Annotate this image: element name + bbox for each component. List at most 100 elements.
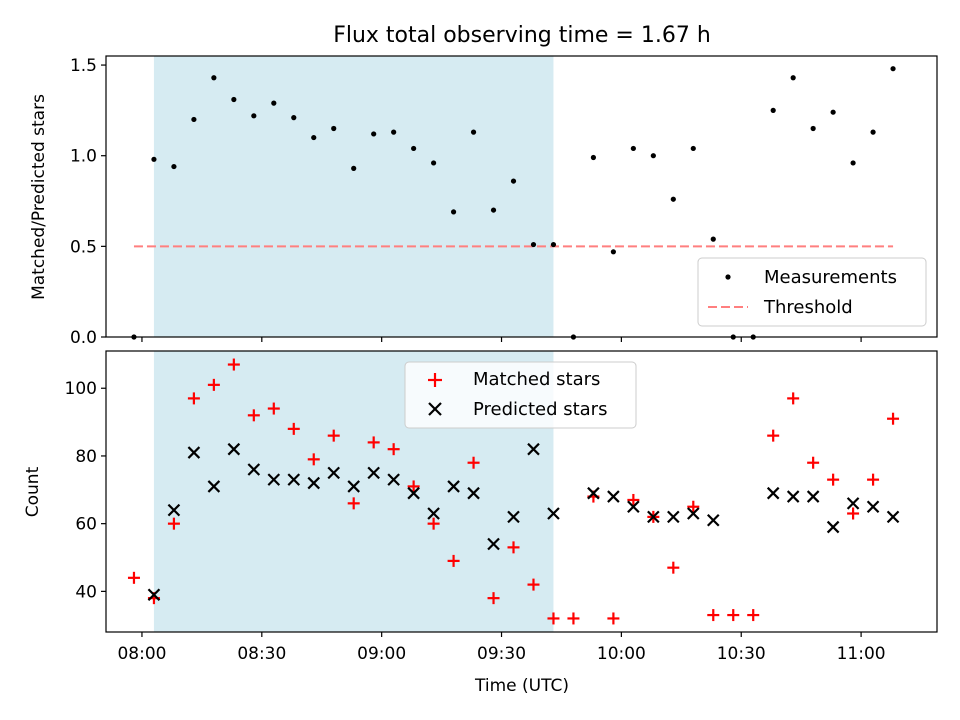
legend-predicted-label: Predicted stars (473, 399, 607, 420)
matched-point (187, 392, 200, 405)
predicted-point (587, 486, 600, 500)
legend-measurements-marker (725, 274, 731, 280)
predicted-point (427, 507, 440, 520)
measurement-point (530, 241, 537, 248)
x-tick-label: 10:30 (717, 644, 766, 664)
measurement-point (331, 125, 337, 132)
measurement-point (291, 115, 297, 121)
predicted-point (407, 486, 420, 500)
y-tick-label: 0.5 (70, 237, 97, 257)
matched-point (527, 578, 540, 591)
measurement-point (690, 145, 696, 152)
matched-point (307, 453, 320, 466)
y-tick-label: 100 (65, 379, 97, 399)
measurement-point (670, 196, 676, 202)
matched-point (727, 609, 740, 622)
predicted-point (846, 497, 860, 510)
measurement-point (351, 165, 357, 171)
predicted-point (866, 500, 880, 514)
matched-point (367, 436, 380, 449)
predicted-point (247, 463, 261, 476)
matched-point (167, 517, 180, 530)
predicted-point (826, 520, 840, 534)
predicted-point (267, 473, 281, 486)
matched-point (427, 517, 440, 530)
matched-point (567, 612, 580, 625)
predicted-point (627, 500, 640, 514)
x-axis-label: Time (UTC) (474, 676, 569, 696)
predicted-point (187, 446, 201, 459)
predicted-point (607, 490, 620, 503)
predicted-point (287, 473, 301, 486)
measurement-point (590, 154, 597, 161)
matched-point (207, 378, 220, 391)
measurement-point (191, 116, 197, 123)
predicted-point (487, 537, 500, 551)
measurement-point (710, 236, 716, 242)
predicted-point (507, 510, 520, 524)
predicted-point (307, 476, 321, 490)
matched-point (447, 554, 460, 567)
y-tick-label: 80 (75, 447, 97, 467)
matched-point (467, 456, 480, 469)
matched-point (287, 422, 300, 435)
matched-point (247, 409, 260, 422)
ratio-marks (131, 66, 896, 340)
measurement-point (211, 75, 217, 81)
measurement-point (371, 131, 377, 137)
predicted-point (167, 503, 181, 517)
x-tick-label: 11:00 (837, 644, 886, 664)
x-tick-label: 10:00 (597, 644, 646, 664)
matched-point (807, 456, 820, 469)
y-tick-label: 40 (75, 582, 97, 602)
predicted-point (367, 466, 380, 480)
matched-point (667, 561, 680, 574)
count-plot-frame (105, 350, 938, 633)
measurement-point (470, 129, 477, 135)
predicted-point (806, 490, 820, 503)
measurement-point (251, 113, 257, 119)
predicted-point (227, 442, 241, 456)
y-tick-label: 60 (75, 515, 97, 535)
measurement-point (550, 241, 557, 248)
predicted-point (387, 473, 400, 486)
measurement-point (810, 125, 816, 132)
x-tick-label: 08:00 (117, 644, 166, 664)
x-tick-label: 09:30 (477, 644, 526, 664)
predicted-point (766, 486, 780, 500)
measurement-point (431, 160, 437, 166)
matched-point (327, 429, 340, 442)
matched-point (827, 473, 840, 486)
predicted-point (527, 442, 540, 456)
matched-point (747, 609, 760, 622)
measurement-point (630, 145, 636, 152)
matched-point (507, 541, 520, 554)
ratio-x-ticks (141, 337, 862, 342)
matched-point (487, 592, 500, 605)
count-panel: 40 60 80 100 08:00 08:30 09:00 09:30 10:00 10:30… (23, 350, 938, 696)
matched-point (547, 612, 560, 625)
matched-point (407, 480, 420, 493)
ratio-legend: Measurements Threshold (697, 257, 927, 327)
matched-point (847, 507, 860, 520)
legend-threshold-label: Threshold (763, 297, 853, 318)
measurement-point (411, 145, 417, 152)
predicted-point (347, 480, 360, 493)
matched-point (227, 358, 240, 371)
count-x-axis: 08:00 08:30 09:00 09:30 10:00 10:30 11:00 (117, 632, 886, 664)
measurement-point (151, 156, 157, 162)
predicted-point (467, 486, 480, 500)
matched-point (887, 412, 900, 425)
matched-point (127, 571, 140, 584)
measurement-point (830, 109, 836, 115)
ratio-shaded-interval (153, 56, 554, 337)
predicted-point (647, 510, 660, 524)
matched-point (267, 402, 280, 415)
count-y-axis-label: Count (23, 466, 43, 517)
matched-point (687, 500, 700, 513)
measurement-point (890, 66, 896, 72)
measurement-point (450, 209, 457, 215)
predicted-point (667, 510, 680, 524)
legend-predicted-marker (428, 402, 442, 416)
